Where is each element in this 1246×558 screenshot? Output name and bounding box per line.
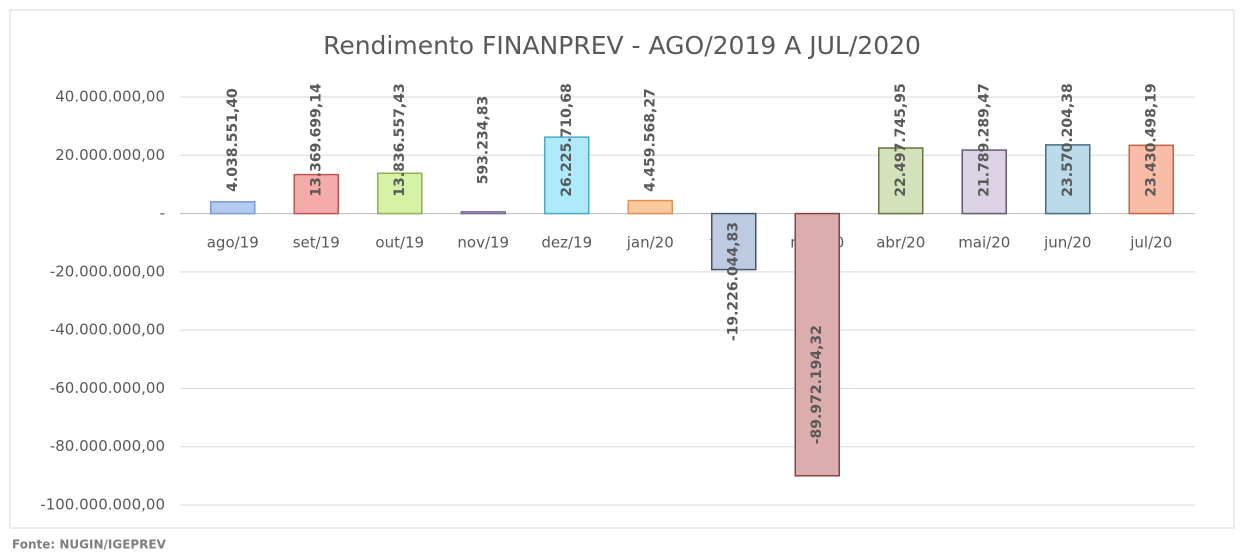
bar <box>1128 144 1174 215</box>
value-label: 4.459.568,27 <box>642 88 658 192</box>
bar <box>961 149 1007 215</box>
chart-title: Rendimento FINANPREV - AGO/2019 A JUL/20… <box>323 31 921 60</box>
bar <box>711 212 757 271</box>
x-tick-label: jun/20 <box>1043 234 1091 252</box>
bar <box>377 172 423 215</box>
x-tick-label: jan/20 <box>626 234 674 252</box>
value-label: 23.570.204,38 <box>1060 83 1076 196</box>
value-label: -19.226.044,83 <box>726 222 742 341</box>
bar <box>460 211 506 215</box>
value-label: 21.789.289,47 <box>976 83 992 196</box>
y-tick-label: -80.000.000,00 <box>50 437 165 455</box>
value-label: 4.038.551,40 <box>225 88 241 192</box>
bar <box>544 136 590 215</box>
value-label: 13.836.557,43 <box>392 83 408 196</box>
chart-frame <box>9 9 1235 529</box>
y-tick-label: -60.000.000,00 <box>50 379 165 397</box>
y-tick-label: 40.000.000,00 <box>55 88 165 106</box>
x-tick-label: jul/20 <box>1129 234 1172 252</box>
value-label: 23.430.498,19 <box>1143 83 1159 196</box>
value-label: -89.972.194,32 <box>809 325 825 444</box>
bar <box>210 201 256 215</box>
x-tick-label: ago/19 <box>207 234 259 252</box>
y-tick-label: -20.000.000,00 <box>50 262 165 280</box>
x-tick-label: dez/19 <box>541 234 592 252</box>
bar <box>1045 144 1091 215</box>
value-label: 26.225.710,68 <box>559 83 575 196</box>
y-tick-label: -100.000.000,00 <box>40 496 165 514</box>
value-label: 593.234,83 <box>475 96 491 185</box>
value-label: 22.497.745,95 <box>893 83 909 196</box>
bar <box>293 173 339 215</box>
x-tick-label: nov/19 <box>457 234 509 252</box>
y-tick-label: - <box>160 204 165 222</box>
bar <box>878 147 924 215</box>
y-tick-label: 20.000.000,00 <box>55 146 165 164</box>
x-tick-label: set/19 <box>293 234 340 252</box>
value-label: 13.369.699,14 <box>308 83 324 197</box>
x-tick-label: abr/20 <box>876 234 925 252</box>
bar <box>627 199 673 215</box>
bar <box>794 212 840 477</box>
source-note: Fonte: NUGIN/IGEPREV <box>12 538 167 552</box>
x-tick-label: mai/20 <box>958 234 1010 252</box>
x-tick-label: out/19 <box>375 234 424 252</box>
y-tick-label: -40.000.000,00 <box>50 321 165 339</box>
